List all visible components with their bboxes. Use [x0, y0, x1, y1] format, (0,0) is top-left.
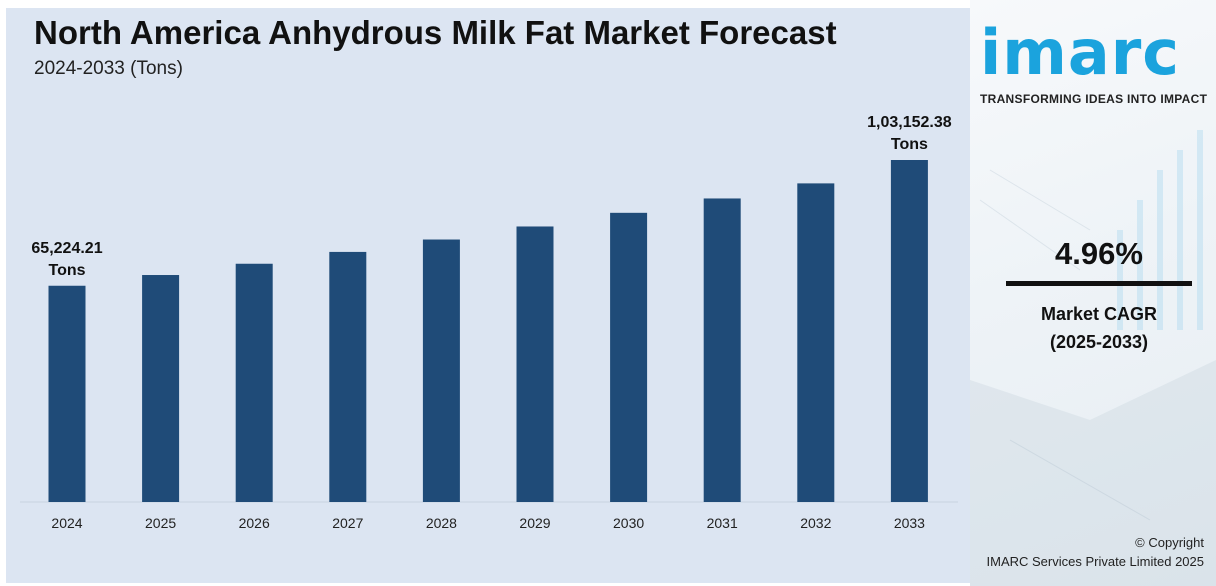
chart-title: North America Anhydrous Milk Fat Market …	[34, 14, 837, 51]
x-tick-label-2026: 2026	[239, 515, 270, 531]
x-tick-label-2028: 2028	[426, 515, 457, 531]
bar-2031	[703, 198, 741, 502]
x-tick-label-2032: 2032	[800, 515, 831, 531]
bar-2028	[422, 239, 460, 502]
cagr-divider	[1006, 281, 1192, 286]
cagr-label-line2: (2025-2033)	[1049, 332, 1149, 352]
x-tick-label-2027: 2027	[332, 515, 363, 531]
bar-2026	[235, 263, 273, 502]
x-tick-label-2024: 2024	[51, 515, 82, 531]
chart-subtitle: 2024-2033 (Tons)	[34, 58, 183, 79]
x-tick-label-2030: 2030	[613, 515, 644, 531]
copyright-line2: IMARC Services Private Limited 2025	[986, 554, 1204, 569]
bar-2024	[48, 285, 86, 502]
data-label-value-2033: 1,03,152.38	[867, 114, 952, 131]
logo-tagline: TRANSFORMING IDEAS INTO IMPACT	[980, 92, 1208, 106]
copyright-line1: © Copyright	[1135, 535, 1204, 550]
x-tick-label-2025: 2025	[145, 515, 176, 531]
imarc-logo: imarc TRANSFORMING IDEAS INTO IMPACT	[980, 16, 1210, 107]
data-label-unit-2024: Tons	[48, 262, 85, 279]
copyright: © Copyright IMARC Services Private Limit…	[987, 533, 1204, 571]
decorative-chart-background	[970, 130, 1216, 586]
data-label-value-2024: 65,224.21	[31, 240, 102, 257]
x-tick-label-2033: 2033	[894, 515, 925, 531]
cagr-value: 4.96%	[1055, 236, 1143, 271]
bar-2029	[516, 226, 554, 502]
bar-2027	[329, 251, 367, 502]
bar-2032	[797, 183, 835, 502]
cagr-label: Market CAGR (2025-2033)	[1006, 300, 1192, 356]
cagr-label-line1: Market CAGR	[1040, 304, 1158, 324]
data-label-unit-2033: Tons	[891, 136, 928, 153]
x-tick-label-2029: 2029	[519, 515, 550, 531]
bar-chart: 2024 2025 2026 2027 2028 2029 2030 2031 2032 2033…	[20, 114, 958, 531]
bar-2030	[610, 212, 648, 502]
x-tick-label-2031: 2031	[707, 515, 738, 531]
side-panel: imarc TRANSFORMING IDEAS INTO IMPACT 4.9…	[970, 0, 1216, 586]
bar-2025	[142, 275, 180, 502]
logo-text: imarc	[980, 16, 1181, 89]
bar-2033	[890, 160, 928, 502]
